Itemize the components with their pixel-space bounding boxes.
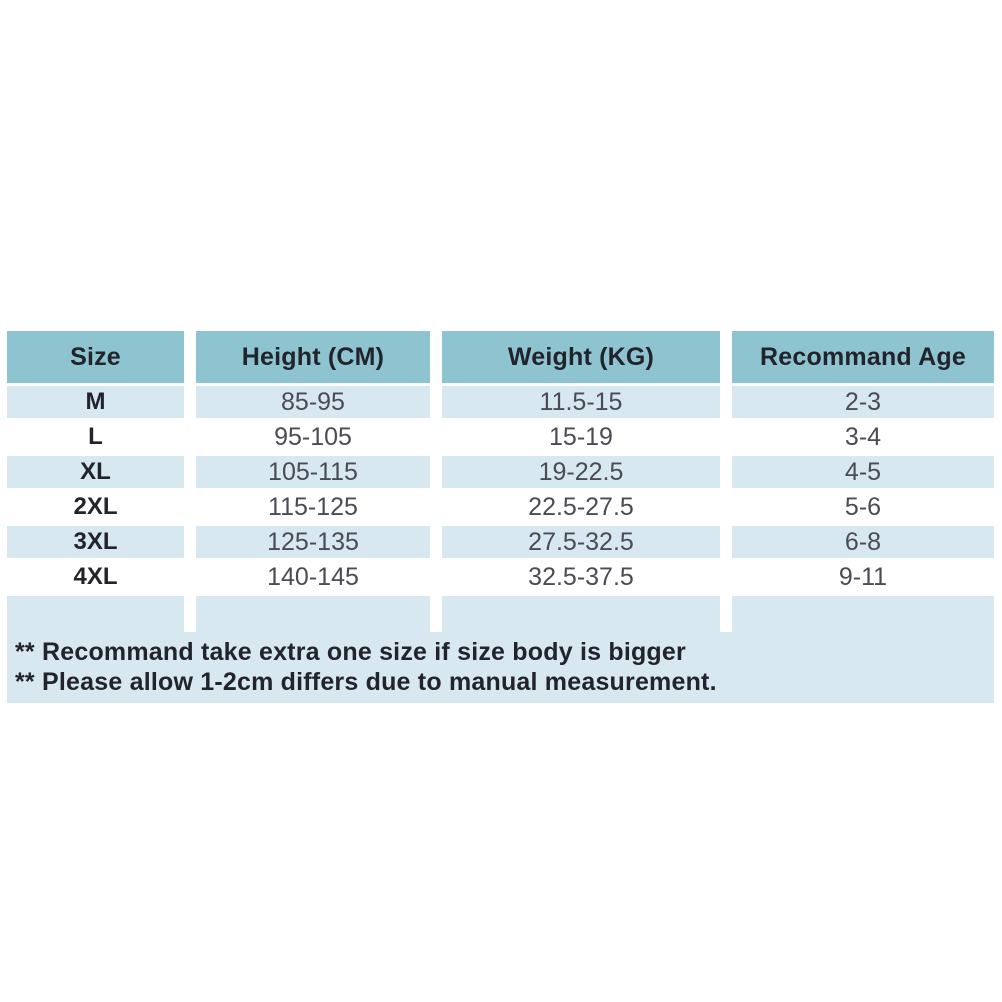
- height-cell: 95-105: [196, 421, 430, 456]
- size-cell: XL: [7, 456, 184, 491]
- column-header-height: Height (CM): [196, 331, 430, 386]
- age-cell: 6-8: [732, 526, 994, 561]
- age-cell: 9-11: [732, 561, 994, 596]
- size-cell: 4XL: [7, 561, 184, 596]
- weight-cell: 15-19: [442, 421, 720, 456]
- spacer-cell: [732, 596, 994, 632]
- height-cell: 105-115: [196, 456, 430, 491]
- spacer-cell: [196, 596, 430, 632]
- column-header-weight: Weight (KG): [442, 331, 720, 386]
- weight-cell: 11.5-15: [442, 386, 720, 421]
- size-chart-table: Size Height (CM) Weight (KG) Recommand A…: [7, 331, 994, 703]
- weight-cell: 22.5-27.5: [442, 491, 720, 526]
- age-cell: 5-6: [732, 491, 994, 526]
- height-cell: 140-145: [196, 561, 430, 596]
- note-size-recommendation: ** Recommand take extra one size if size…: [15, 638, 686, 666]
- height-cell: 115-125: [196, 491, 430, 526]
- height-cell: 125-135: [196, 526, 430, 561]
- footer-notes: ** Recommand take extra one size if size…: [7, 632, 994, 703]
- size-cell: M: [7, 386, 184, 421]
- size-chart-grid: Size Height (CM) Weight (KG) Recommand A…: [7, 331, 994, 632]
- weight-cell: 32.5-37.5: [442, 561, 720, 596]
- age-cell: 3-4: [732, 421, 994, 456]
- note-measurement-tolerance: ** Please allow 1-2cm differs due to man…: [15, 668, 717, 696]
- weight-cell: 27.5-32.5: [442, 526, 720, 561]
- weight-cell: 19-22.5: [442, 456, 720, 491]
- age-cell: 2-3: [732, 386, 994, 421]
- age-cell: 4-5: [732, 456, 994, 491]
- size-cell: 3XL: [7, 526, 184, 561]
- column-header-age: Recommand Age: [732, 331, 994, 386]
- column-header-size: Size: [7, 331, 184, 386]
- spacer-cell: [442, 596, 720, 632]
- height-cell: 85-95: [196, 386, 430, 421]
- spacer-cell: [7, 596, 184, 632]
- size-cell: L: [7, 421, 184, 456]
- size-cell: 2XL: [7, 491, 184, 526]
